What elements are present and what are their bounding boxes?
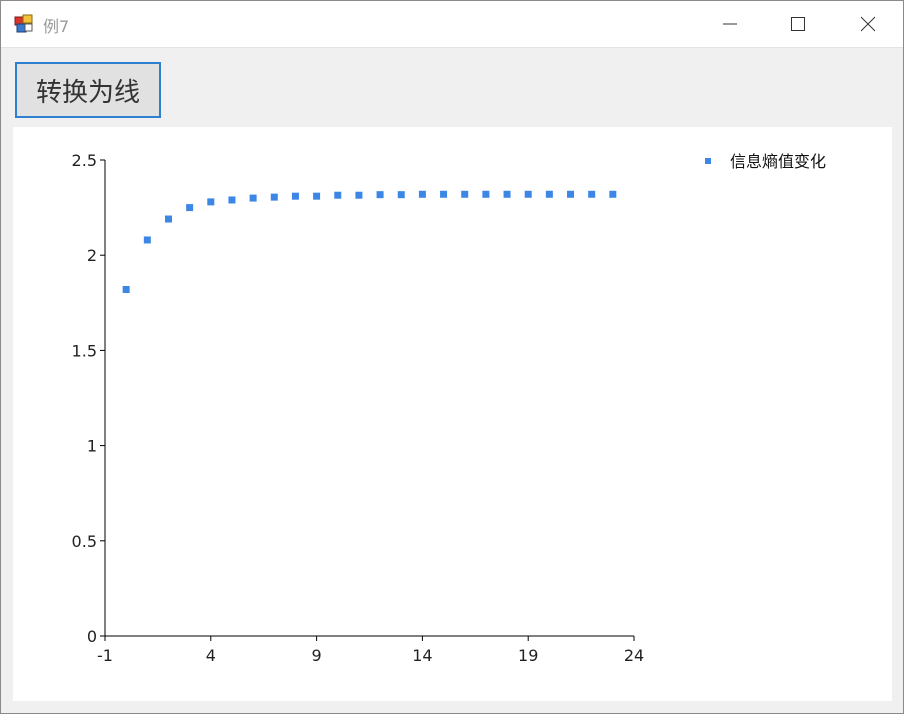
data-point [588,190,596,198]
x-tick-label: 4 [206,646,216,665]
close-button[interactable] [835,1,901,47]
data-point [122,285,130,293]
data-point [440,190,448,198]
chart-points [122,190,617,293]
data-point [503,190,511,198]
x-tick-label: 14 [412,646,432,665]
x-tick-label: -1 [97,646,113,665]
chart-panel: 0 0.5 1 1.5 2 2.5 -1 4 9 14 19 24 信息熵值变化 [13,127,892,701]
window-title: 例7 [43,17,70,36]
y-tick-label: 0.5 [72,532,97,551]
scatter-chart: 0 0.5 1 1.5 2 2.5 -1 4 9 14 19 24 信息熵值变化 [72,151,826,665]
data-point [207,198,215,206]
data-point [482,190,490,198]
data-point [270,193,278,201]
maximize-button[interactable] [765,1,831,47]
y-tick-label: 2 [87,246,97,265]
data-point [567,190,575,198]
x-tick-label: 9 [312,646,322,665]
data-point [291,192,299,200]
minimize-icon [723,23,737,25]
legend-marker [705,158,711,164]
data-point [355,191,363,199]
data-point [418,190,426,198]
data-point [545,190,553,198]
minimize-button[interactable] [697,1,763,47]
legend-label: 信息熵值变化 [730,152,826,171]
x-tick-label: 19 [518,646,538,665]
convert-to-line-button[interactable]: 转换为线 [15,62,161,118]
data-point [461,190,469,198]
y-tick-label: 1 [87,437,97,456]
data-point [376,191,384,199]
data-point [524,190,532,198]
chart-legend: 信息熵值变化 [705,152,826,171]
chart-axes: 0 0.5 1 1.5 2 2.5 -1 4 9 14 19 24 [72,151,645,665]
title-bar[interactable]: 例7 [1,1,903,48]
x-tick-label: 24 [624,646,644,665]
y-tick-label: 2.5 [72,151,97,170]
data-point [228,196,236,204]
data-point [249,194,257,202]
app-icon [14,14,33,33]
data-point [313,192,321,200]
maximize-icon [791,17,805,31]
data-point [164,215,172,223]
data-point [397,191,405,199]
data-point [143,236,151,244]
data-point [186,204,194,212]
close-icon [860,16,876,32]
data-point [609,190,617,198]
data-point [334,191,342,199]
y-tick-label: 1.5 [72,341,97,360]
y-tick-label: 0 [87,627,97,646]
